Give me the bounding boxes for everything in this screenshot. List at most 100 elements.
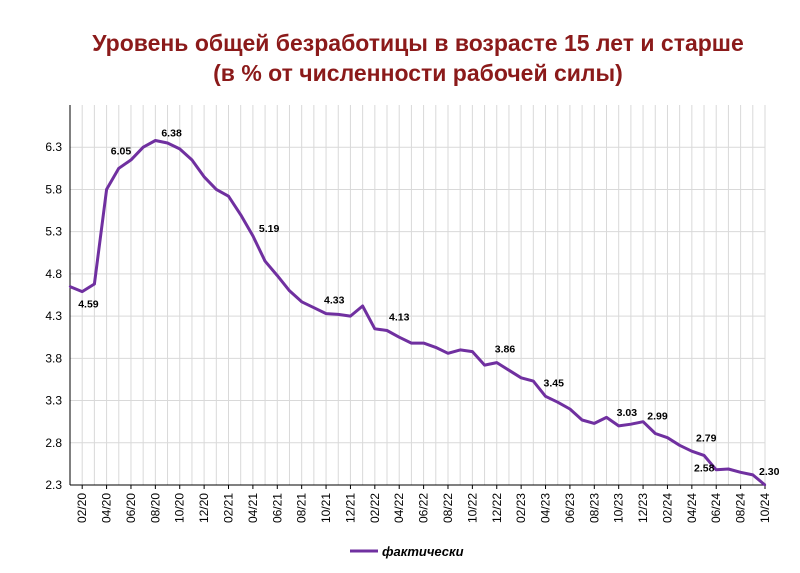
data-label: 4.33 — [324, 295, 345, 307]
data-label: 2.79 — [696, 432, 717, 444]
x-tick-label: 10/24 — [758, 493, 772, 523]
x-tick-label: 10/20 — [173, 493, 187, 523]
x-tick-label: 04/20 — [100, 493, 114, 523]
data-point — [154, 139, 157, 142]
data-point — [422, 341, 425, 345]
data-point — [666, 436, 669, 439]
data-point — [727, 467, 730, 471]
y-tick-label: 2.3 — [45, 478, 62, 492]
data-point — [385, 329, 389, 332]
x-tick-label: 06/23 — [563, 493, 577, 523]
data-point — [519, 376, 523, 379]
x-tick-label: 04/22 — [392, 493, 406, 523]
chart-title: Уровень общей безработицы в возрасте 15 … — [92, 30, 744, 56]
x-tick-label: 06/21 — [270, 493, 284, 523]
data-point — [629, 423, 633, 426]
data-point — [300, 300, 303, 303]
x-tick-label: 10/23 — [612, 493, 626, 523]
data-label: 2.30 — [759, 466, 780, 478]
series-line-fakticheski — [69, 139, 766, 487]
data-label: 4.59 — [78, 299, 99, 311]
data-point — [434, 346, 437, 349]
data-point — [568, 407, 572, 411]
data-point — [105, 188, 108, 191]
x-tick-label: 02/20 — [75, 493, 89, 523]
data-point — [605, 416, 608, 419]
data-point — [678, 444, 681, 447]
data-point — [202, 175, 206, 178]
data-point — [324, 312, 328, 315]
x-tick-label: 12/21 — [343, 493, 357, 523]
data-point — [80, 290, 84, 293]
x-tick-label: 06/22 — [417, 493, 431, 523]
x-tick-label: 08/21 — [295, 493, 309, 523]
data-point — [593, 422, 596, 425]
data-point — [471, 350, 474, 353]
x-tick-label: 06/24 — [709, 493, 723, 523]
data-point — [190, 158, 194, 162]
y-tick-label: 4.8 — [45, 267, 62, 281]
x-tick-label: 02/21 — [222, 493, 236, 523]
x-tick-label: 10/22 — [465, 493, 479, 523]
y-tick-label: 4.3 — [45, 309, 62, 323]
x-tick-label: 02/23 — [514, 493, 528, 523]
x-tick-label: 12/20 — [197, 493, 211, 523]
data-point — [483, 363, 486, 367]
data-point — [239, 213, 242, 216]
data-point — [349, 314, 352, 318]
data-label: 5.19 — [259, 223, 280, 235]
data-point — [739, 471, 742, 474]
y-tick-label: 2.8 — [45, 436, 62, 450]
data-label: 2.99 — [647, 410, 668, 422]
data-point — [641, 420, 645, 423]
chart-subtitle: (в % от численности рабочей силы) — [213, 60, 623, 86]
x-tick-label: 08/20 — [148, 493, 162, 523]
data-label: 2.58 — [694, 462, 715, 474]
y-tick-label: 5.8 — [45, 182, 62, 196]
data-point — [373, 327, 377, 330]
x-tick-label: 02/22 — [368, 493, 382, 523]
y-tick-label: 3.8 — [45, 351, 62, 365]
data-point — [751, 473, 755, 477]
x-tick-label: 02/24 — [660, 493, 674, 523]
x-tick-label: 12/22 — [490, 493, 504, 523]
data-point — [68, 285, 72, 288]
data-point — [556, 401, 559, 404]
data-point — [227, 195, 230, 198]
data-point — [215, 188, 218, 191]
x-tick-label: 08/23 — [587, 493, 601, 523]
x-tick-label: 08/22 — [441, 493, 455, 523]
data-point — [544, 395, 547, 398]
data-point — [410, 341, 413, 345]
x-tick-label: 12/23 — [636, 493, 650, 523]
data-point — [446, 352, 450, 355]
data-point — [166, 141, 169, 145]
data-label: 3.86 — [495, 344, 516, 356]
data-point — [702, 454, 706, 457]
y-tick-label: 5.3 — [45, 225, 62, 239]
data-point — [580, 418, 584, 422]
data-point — [129, 158, 133, 162]
data-point — [263, 260, 267, 263]
x-tick-label: 04/21 — [246, 493, 260, 523]
data-point — [532, 379, 535, 383]
legend-label: фактически — [382, 544, 464, 559]
x-tick-label: 06/20 — [124, 493, 138, 523]
data-point — [763, 483, 767, 487]
x-tick-label: 04/23 — [539, 493, 553, 523]
y-tick-label: 3.3 — [45, 394, 62, 408]
x-tick-label: 04/24 — [685, 493, 699, 523]
data-point — [276, 274, 279, 277]
data-label: 6.38 — [161, 127, 182, 139]
data-point — [617, 424, 620, 428]
data-point — [458, 348, 462, 352]
data-point — [690, 450, 694, 453]
data-point — [507, 368, 511, 372]
data-point — [495, 361, 498, 364]
data-label: 6.05 — [111, 145, 132, 157]
data-label: 4.13 — [389, 311, 410, 323]
x-tick-label: 10/21 — [319, 493, 333, 523]
data-point — [117, 167, 120, 170]
data-point — [361, 304, 364, 308]
